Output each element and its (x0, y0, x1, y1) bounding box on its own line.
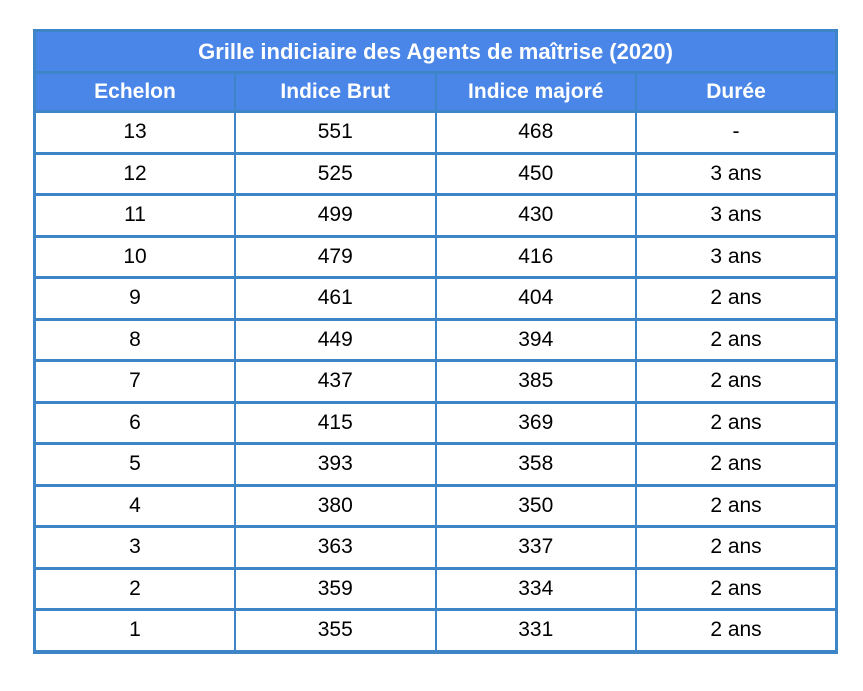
table-cell: 1 (33, 608, 236, 653)
table-cell: 11 (33, 193, 236, 238)
table-cell: 350 (434, 483, 637, 528)
salary-grid-table: Grille indiciaire des Agents de maîtrise… (33, 29, 838, 654)
table-row: 2 359 334 2 ans (33, 566, 838, 611)
column-header-dur-e: Durée (635, 71, 838, 113)
table-cell: 380 (234, 483, 437, 528)
table-cell: 3 ans (635, 151, 838, 196)
table-cell: 404 (434, 276, 637, 321)
table-cell: 359 (234, 566, 437, 611)
table-row: 8 449 394 2 ans (33, 317, 838, 362)
table-row: 3 363 337 2 ans (33, 525, 838, 570)
table-cell: 479 (234, 234, 437, 279)
table-cell: 499 (234, 193, 437, 238)
salary-grid-table-container: Grille indiciaire des Agents de maîtrise… (33, 29, 838, 654)
table-cell: 369 (434, 400, 637, 445)
table-row: 5 393 358 2 ans (33, 442, 838, 487)
table-cell: 2 ans (635, 525, 838, 570)
table-cell: 525 (234, 151, 437, 196)
table-cell: 450 (434, 151, 637, 196)
table-cell: 358 (434, 442, 637, 487)
table-row: 11 499 430 3 ans (33, 193, 838, 238)
table-cell: 2 (33, 566, 236, 611)
table-cell: 2 ans (635, 400, 838, 445)
table-cell: 2 ans (635, 483, 838, 528)
table-cell: 437 (234, 359, 437, 404)
table-cell: 9 (33, 276, 236, 321)
table-cell: 2 ans (635, 566, 838, 611)
table-row: 12 525 450 3 ans (33, 151, 838, 196)
column-header-echelon: Echelon (33, 71, 236, 113)
table-cell: 468 (434, 110, 637, 155)
table-cell: 394 (434, 317, 637, 362)
table-cell: 430 (434, 193, 637, 238)
table-row: 1 355 331 2 ans (33, 608, 838, 653)
table-row: 4 380 350 2 ans (33, 483, 838, 528)
table-cell: 2 ans (635, 276, 838, 321)
table-cell: 334 (434, 566, 637, 611)
table-row: 10 479 416 3 ans (33, 234, 838, 279)
table-cell: 2 ans (635, 317, 838, 362)
column-header-indice-major-: Indice majoré (434, 71, 637, 113)
table-cell: 12 (33, 151, 236, 196)
table-cell: - (635, 110, 838, 155)
table-cell: 3 ans (635, 234, 838, 279)
table-cell: 2 ans (635, 442, 838, 487)
table-cell: 3 (33, 525, 236, 570)
table-row: 7 437 385 2 ans (33, 359, 838, 404)
table-cell: 5 (33, 442, 236, 487)
table-cell: 551 (234, 110, 437, 155)
table-row: 9 461 404 2 ans (33, 276, 838, 321)
column-header-indice-brut: Indice Brut (234, 71, 437, 113)
table-cell: 10 (33, 234, 236, 279)
table-cell: 13 (33, 110, 236, 155)
table-cell: 449 (234, 317, 437, 362)
table-row: 6 415 369 2 ans (33, 400, 838, 445)
table-cell: 461 (234, 276, 437, 321)
table-cell: 416 (434, 234, 637, 279)
table-cell: 363 (234, 525, 437, 570)
table-cell: 3 ans (635, 193, 838, 238)
table-cell: 2 ans (635, 359, 838, 404)
table-cell: 385 (434, 359, 637, 404)
table-cell: 415 (234, 400, 437, 445)
table-cell: 355 (234, 608, 437, 653)
title-row: Grille indiciaire des Agents de maîtrise… (33, 29, 838, 74)
table-cell: 2 ans (635, 608, 838, 653)
table-cell: 8 (33, 317, 236, 362)
table-title: Grille indiciaire des Agents de maîtrise… (33, 29, 838, 74)
table-cell: 6 (33, 400, 236, 445)
table-cell: 393 (234, 442, 437, 487)
table-cell: 4 (33, 483, 236, 528)
table-cell: 337 (434, 525, 637, 570)
table-cell: 331 (434, 608, 637, 653)
table-row: 13 551 468- (33, 110, 838, 155)
header-row: Echelon Indice Brut Indice majoré Durée (33, 71, 838, 113)
table-cell: 7 (33, 359, 236, 404)
table-body: 13 551 468-12 525 450 3 ans 11 499 430 3 ans 10 479… (33, 110, 838, 653)
